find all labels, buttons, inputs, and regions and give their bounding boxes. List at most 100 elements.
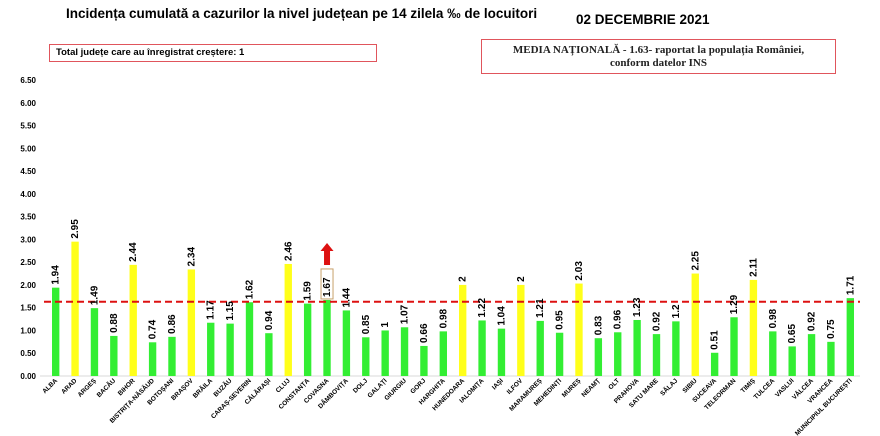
bar	[381, 330, 389, 376]
value-label: 0.98	[768, 308, 779, 328]
value-label: 1.59	[303, 281, 314, 301]
y-tick-label: 4.00	[20, 190, 36, 199]
value-label: 2	[458, 276, 469, 282]
value-label: 0.85	[361, 314, 372, 334]
bar	[497, 328, 506, 376]
value-label: 0.51	[710, 330, 721, 350]
bar	[672, 321, 680, 376]
value-label: 1	[380, 321, 391, 327]
y-tick-label: 3.50	[20, 213, 36, 222]
value-label: 1.29	[729, 294, 740, 314]
bar	[769, 331, 777, 376]
bar	[129, 264, 137, 376]
category-label: TIMIȘ	[740, 377, 758, 395]
bar	[536, 320, 544, 376]
bar	[303, 303, 312, 376]
value-label: 1.15	[225, 301, 236, 321]
bar	[478, 320, 486, 376]
value-label: 2.25	[690, 251, 701, 271]
category-label: SĂLAJ	[658, 376, 680, 398]
bar	[71, 241, 79, 376]
value-label: 1.71	[845, 275, 856, 295]
bar	[148, 342, 157, 376]
value-label: 0.66	[419, 323, 430, 343]
value-label: 0.88	[109, 313, 120, 333]
bar	[90, 308, 99, 376]
bar	[691, 273, 699, 376]
bar	[807, 334, 816, 376]
value-label: 1.67	[322, 277, 333, 297]
bar	[420, 345, 428, 376]
bar	[459, 284, 467, 376]
category-label: TULCEA	[753, 377, 777, 401]
category-label: SIBIU	[681, 377, 698, 394]
category-label: ARGEȘ	[77, 377, 99, 399]
bar	[187, 269, 196, 376]
bar	[730, 317, 738, 376]
value-label: 1.23	[632, 297, 643, 317]
value-label: 2.46	[283, 241, 294, 261]
report-date: 02 DECEMBRIE 2021	[576, 12, 710, 27]
y-tick-label: 1.00	[20, 326, 36, 335]
national-average-line2: conform datelor INS	[610, 57, 707, 69]
increase-count-box: Total județe care au înregistrat creșter…	[49, 44, 377, 62]
value-label: 2.95	[70, 219, 81, 239]
bar	[575, 283, 583, 376]
bar	[710, 352, 719, 376]
boxed-value-frame	[320, 268, 334, 300]
value-label: 2.03	[574, 261, 585, 281]
value-label: 2.44	[128, 242, 139, 262]
category-label: OLT	[607, 377, 621, 391]
bar	[207, 322, 215, 376]
value-label: 1.62	[245, 279, 256, 299]
bar	[323, 299, 331, 376]
value-label: 2.11	[748, 258, 759, 277]
increase-arrow-icon	[320, 242, 334, 265]
y-tick-label: 6.00	[20, 99, 36, 108]
bar	[614, 332, 622, 376]
bar	[52, 287, 60, 376]
y-tick-label: 5.50	[20, 122, 36, 131]
y-tick-label: 6.50	[20, 76, 36, 85]
y-tick-label: 2.00	[20, 281, 36, 290]
category-label: DOLJ	[352, 377, 369, 394]
value-label: 1.17	[206, 300, 217, 320]
value-label: 1.22	[477, 298, 488, 318]
y-tick-label: 1.50	[20, 304, 36, 313]
bar	[226, 323, 234, 376]
value-label: 0.98	[438, 308, 449, 328]
y-tick-label: 3.00	[20, 235, 36, 244]
bar	[110, 335, 118, 376]
bar	[517, 284, 525, 376]
category-label: ARAD	[60, 377, 78, 395]
value-label: 0.95	[555, 310, 566, 330]
y-tick-label: 4.50	[20, 167, 36, 176]
chart-title: Incidența cumulată a cazurilor la nivel …	[66, 6, 538, 21]
bar	[827, 341, 835, 376]
y-tick-label: 0.00	[20, 372, 36, 381]
value-label: 0.86	[167, 314, 178, 334]
category-label: BRAȘOV	[170, 377, 195, 402]
category-label: BACĂU	[94, 376, 117, 399]
bar	[245, 302, 254, 376]
value-label: 0.94	[264, 310, 275, 330]
bar	[284, 263, 292, 376]
category-label: GORJ	[409, 377, 427, 395]
bar	[749, 279, 758, 376]
bar	[400, 327, 409, 376]
value-label: 1.94	[51, 265, 62, 285]
value-label: 0.92	[652, 311, 663, 331]
national-average-box: MEDIA NAȚIONALĂ - 1.63- raportat la popu…	[481, 39, 836, 74]
bar	[633, 319, 641, 376]
category-label: ALBA	[41, 377, 59, 395]
category-label: BRĂILA	[190, 376, 214, 400]
value-label: 0.83	[593, 315, 604, 335]
y-tick-label: 2.50	[20, 258, 36, 267]
value-label: 0.75	[826, 319, 837, 339]
bar	[362, 337, 370, 376]
national-average-line1: MEDIA NAȚIONALĂ - 1.63- raportat la popu…	[512, 44, 805, 56]
value-label: 1.2	[671, 304, 682, 318]
y-tick-label: 0.50	[20, 349, 36, 358]
